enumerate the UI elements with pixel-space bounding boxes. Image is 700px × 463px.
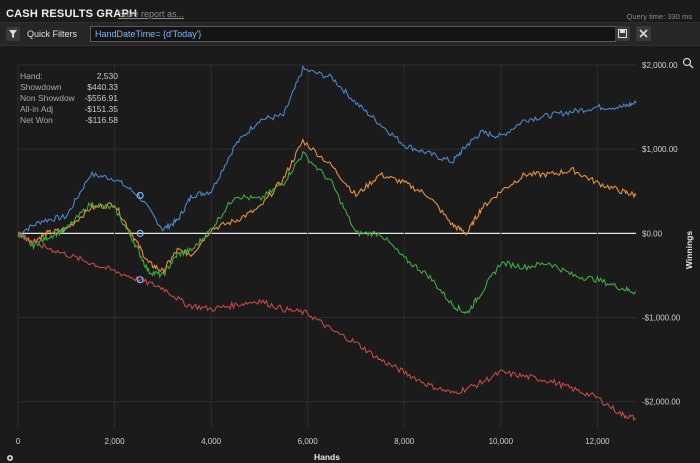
x-tick-label: 0 [16,437,21,446]
y-tick-label: -$1,000.00 [642,314,681,323]
header: CASH RESULTS GRAPH Save report as... Que… [0,0,700,22]
series-line [17,232,637,422]
query-time: Query time: 330 ms [626,12,692,21]
x-tick-label: 12,000 [585,437,610,446]
x-tick-label: 10,000 [489,437,514,446]
stat-value: -$556.91 [84,93,118,103]
stats-panel: Hand: 2,530 Showdown $440.33 Non Showdow -$55… [20,71,118,126]
x-tick-labels: 0 2,000 4,000 6,000 8,000 10,000 12,000 [16,437,610,446]
y-tick-label: -$2,000.00 [642,398,681,407]
stat-label: Showdown [20,82,62,92]
save-report-link[interactable]: Save report as... [118,9,185,19]
stat-value: -$116.58 [85,115,118,125]
y-tick-label: $2,000.00 [642,61,678,70]
stat-row: All-in Adj -$151.35 [20,104,118,115]
stat-row: Non Showdow -$556.91 [20,93,118,104]
stat-row: Hand: 2,530 [20,71,118,82]
hover-marker [136,276,144,284]
zoom-icon[interactable] [682,57,694,69]
gear-icon[interactable] [7,455,13,461]
stat-row: Net Won -$116.58 [20,115,118,126]
y-tick-label: $0.00 [642,229,663,238]
filter-icon[interactable] [6,27,20,41]
stat-label: All-in Adj [20,104,54,114]
save-icon[interactable] [615,26,630,41]
stat-value: 2,530 [96,71,118,81]
hover-marker [136,229,144,237]
series-line [17,64,637,235]
y-tick-labels: $2,000.00 $1,000.00 $0.00 -$1,000.00 -$2,000… [642,61,681,407]
hover-marker [136,191,144,200]
filter-bar: Quick Filters [0,22,700,46]
x-tick-label: 4,000 [201,437,222,446]
close-icon[interactable] [636,26,651,41]
stat-label: Non Showdow [20,93,75,103]
chart-series [17,64,637,422]
page-title: CASH RESULTS GRAPH [6,8,138,20]
series-line [17,150,637,315]
stat-value: $440.33 [87,82,118,92]
filter-input[interactable] [90,26,616,42]
y-axis-label: Winnings [684,231,694,269]
chart-grid [17,64,636,427]
x-tick-label: 8,000 [394,437,415,446]
x-tick-label: 2,000 [105,437,126,446]
quick-filters-label: Quick Filters [27,29,78,39]
stat-row: Showdown $440.33 [20,82,118,93]
x-tick-label: 6,000 [298,437,319,446]
y-tick-label: $1,000.00 [642,145,678,154]
stat-label: Net Won [20,115,53,125]
stat-label: Hand: [20,71,43,81]
stat-value: -$151.35 [84,104,118,114]
series-line [17,138,637,275]
x-axis-label: Hands [314,452,340,462]
